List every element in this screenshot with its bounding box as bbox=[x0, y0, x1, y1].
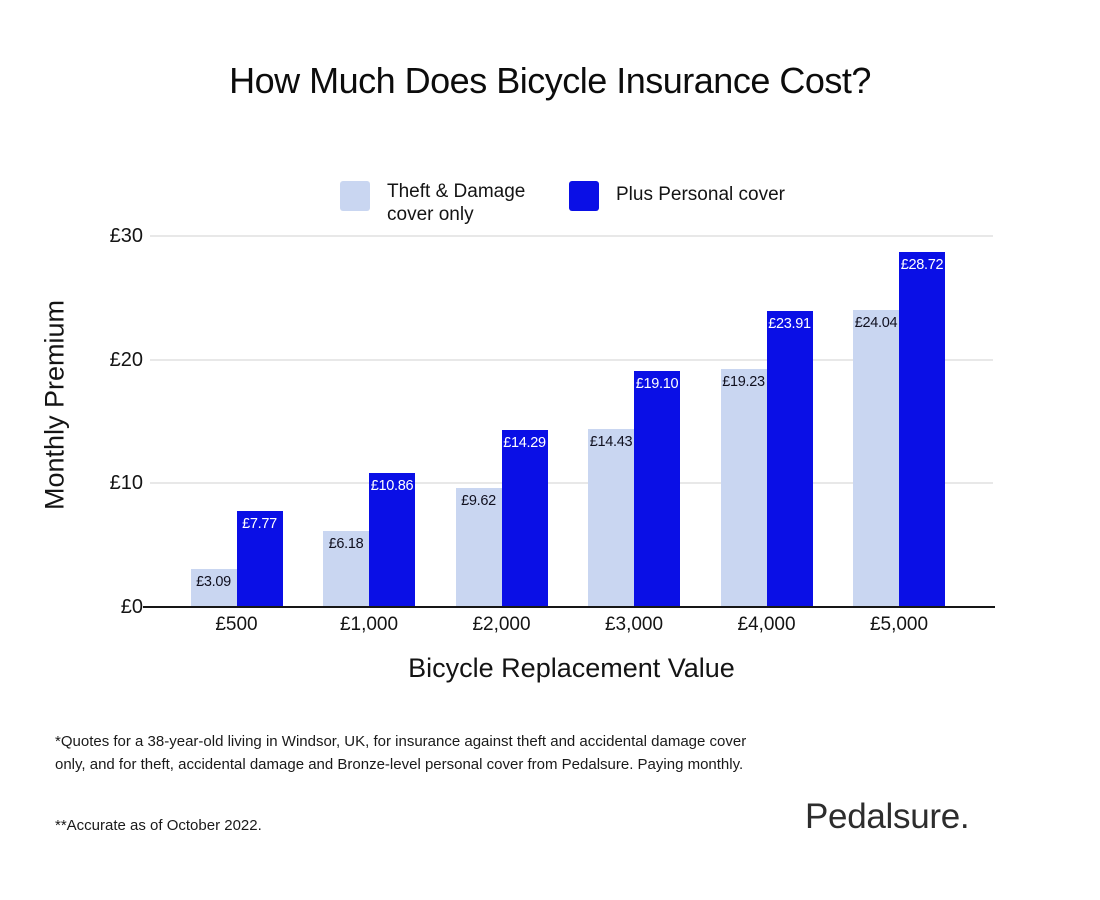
y-tick-label: £20 bbox=[109, 348, 143, 371]
bar-value-label: £10.86 bbox=[370, 477, 414, 494]
x-tick-label: £3,000 bbox=[604, 614, 664, 635]
legend-swatch-personal-cover bbox=[569, 181, 599, 211]
chart-title: How Much Does Bicycle Insurance Cost? bbox=[229, 60, 871, 101]
bar-value-label: £14.29 bbox=[503, 435, 546, 452]
x-axis-title: Bicycle Replacement Value bbox=[408, 653, 735, 683]
x-tick-label: £500 bbox=[215, 614, 258, 635]
y-tick-label: £0 bbox=[120, 596, 143, 618]
bar-value-label: £19.10 bbox=[635, 375, 679, 392]
legend-label-theft-damage: Theft & Damage cover only bbox=[387, 181, 526, 225]
bar-theft-damage: £19.23 bbox=[720, 369, 767, 607]
x-tick-label: £1,000 bbox=[339, 614, 399, 635]
plot-area: £3.09 £7.77 £6.18 £10.86 £9.62 £14.29 £14.43 £1… bbox=[150, 235, 993, 607]
y-tick-labels: £0 £10 £20 £30 bbox=[58, 225, 143, 618]
bar-personal-cover: £10.86 bbox=[369, 472, 415, 607]
bar-personal-cover: £19.10 bbox=[634, 370, 680, 607]
bar-value-label: £14.43 bbox=[589, 433, 633, 450]
bar-theft-damage: £24.04 bbox=[853, 309, 899, 607]
gridline bbox=[150, 482, 993, 485]
bar-personal-cover: £14.29 bbox=[501, 430, 548, 607]
legend-swatch-theft-damage bbox=[340, 181, 370, 211]
x-tick-labels: £500 £1,000 £2,000 £3,000 £4,000 £5,000 bbox=[150, 614, 993, 640]
bar-theft-damage: £6.18 bbox=[323, 530, 369, 607]
footnote-accuracy: **Accurate as of October 2022. bbox=[55, 817, 262, 834]
bar-theft-damage: £3.09 bbox=[190, 568, 237, 607]
gridline bbox=[150, 358, 993, 361]
bar-value-label: £3.09 bbox=[196, 573, 231, 590]
bar-theft-damage: £9.62 bbox=[455, 488, 502, 607]
bar-personal-cover: £7.77 bbox=[236, 510, 283, 607]
bar-value-label: £24.04 bbox=[854, 314, 898, 331]
bar-personal-cover: £28.72 bbox=[899, 251, 945, 607]
legend: Theft & Damage cover only Plus Personal … bbox=[340, 180, 785, 226]
bar-value-label: £7.77 bbox=[242, 515, 277, 532]
x-tick-label: £4,000 bbox=[737, 614, 796, 635]
bar-value-label: £6.18 bbox=[328, 535, 364, 552]
brand-logo: Pedalsure. bbox=[805, 797, 970, 836]
gridline bbox=[150, 235, 993, 237]
y-tick-label: £30 bbox=[109, 225, 143, 247]
bar-theft-damage: £14.43 bbox=[588, 428, 634, 607]
bar-value-label: £19.23 bbox=[722, 374, 765, 391]
footnote-quote-details: *Quotes for a 38-year-old living in Wind… bbox=[55, 733, 747, 774]
x-axis-baseline bbox=[143, 606, 995, 608]
legend-label-personal-cover: Plus Personal cover bbox=[616, 184, 785, 205]
bar-value-label: £28.72 bbox=[900, 256, 944, 273]
legend-item-personal-cover: Plus Personal cover bbox=[569, 180, 785, 211]
bar-personal-cover: £23.91 bbox=[766, 311, 813, 607]
legend-item-theft-damage: Theft & Damage cover only bbox=[340, 180, 539, 226]
bar-value-label: £9.62 bbox=[461, 493, 496, 510]
bar-value-label: £23.91 bbox=[768, 316, 811, 333]
x-tick-label: £5,000 bbox=[869, 614, 929, 635]
x-tick-label: £2,000 bbox=[472, 614, 531, 635]
y-tick-label: £10 bbox=[109, 472, 143, 495]
